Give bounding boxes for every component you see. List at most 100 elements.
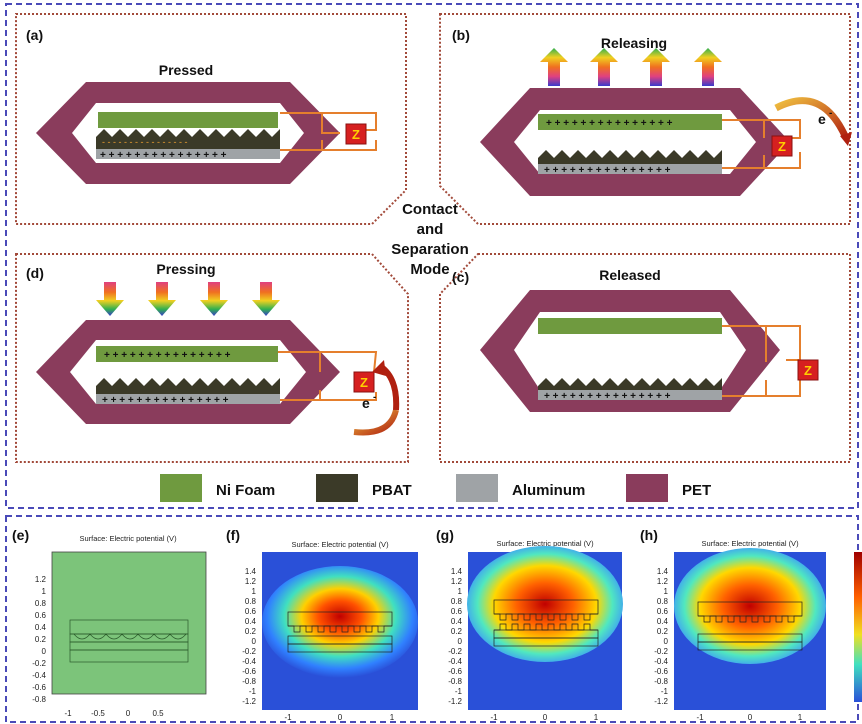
legend-swatch-aluminum: [456, 474, 498, 502]
x-tick: 0.5: [152, 709, 164, 718]
y-tick: 1.4: [245, 567, 257, 576]
panel-d-current-arc-low: [353, 409, 399, 436]
panel-a: (a) Pressed - - - - - - - - - - - - - - …: [26, 27, 377, 184]
y-tick: -0.4: [32, 671, 46, 680]
svg-text:+ + + + + + + + + + + + + + +: + + + + + + + + + + + + + + +: [544, 391, 671, 402]
y-tick: -0.2: [654, 647, 668, 656]
up-arrow-icon: [540, 48, 568, 86]
panel-c-pbat-teeth: [538, 378, 722, 388]
legend-label-aluminum: Aluminum: [512, 482, 585, 499]
legend-label-ni-foam: Ni Foam: [216, 482, 275, 499]
x-tick: 1: [798, 713, 803, 722]
sim-panel-e: (e) Surface: Electric potential (V) 1.2 …: [12, 527, 207, 718]
legend-label-pet: PET: [682, 482, 711, 499]
x-tick: 0: [126, 709, 131, 718]
sim-g-device-outline: [493, 599, 599, 647]
legend-swatch-ni-foam: [160, 474, 202, 502]
legend: Ni Foam PBAT Aluminum PET: [160, 474, 711, 502]
panel-a-pbat-teeth: [96, 129, 280, 139]
sim-h-potential-field: [674, 548, 826, 664]
y-tick: -0.2: [242, 647, 256, 656]
y-tick: 0.4: [245, 617, 257, 626]
y-tick: 1.2: [657, 577, 669, 586]
y-tick: 0.4: [35, 623, 47, 632]
panel-a-aluminum: [96, 149, 280, 159]
y-tick: 0: [664, 637, 669, 646]
y-tick: 0.2: [451, 627, 463, 636]
sim-h-colorbar: [854, 552, 862, 702]
sim-e-x-ticks: -1 -0.5 0 0.5: [64, 709, 164, 718]
panel-b-plus-charges: + + + + + + + + + + + + + + +: [544, 165, 671, 176]
y-tick: -1.2: [654, 697, 668, 706]
y-tick: 0.8: [245, 597, 257, 606]
y-tick: -1: [249, 687, 257, 696]
panel-d-plus-charges: + + + + + + + + + + + + + + +: [102, 395, 229, 406]
y-tick: 0.2: [245, 627, 257, 636]
panel-a-pet-frame: [36, 82, 340, 184]
y-tick: -0.8: [242, 677, 256, 686]
x-tick: -1: [284, 713, 292, 722]
svg-text:+ + + + + + + + + + + + + + +: + + + + + + + + + + + + + + +: [102, 395, 229, 406]
panel-a-load-label: Z: [352, 127, 360, 142]
center-label-line-1: Contact: [402, 201, 458, 218]
x-tick: 0: [748, 713, 753, 722]
sim-f-letter: (f): [226, 527, 240, 543]
panel-d-aluminum: [96, 394, 280, 404]
y-tick: 1.4: [451, 567, 463, 576]
center-mode-label: Contact and Separation Mode: [391, 201, 469, 278]
panel-b-aluminum: [538, 164, 722, 174]
panel-b-pet-frame: [480, 88, 790, 196]
sim-g-potential-field: [467, 546, 623, 662]
y-tick: -0.8: [654, 677, 668, 686]
arrowhead-icon: [840, 132, 852, 146]
panel-b-electron-sign: -: [829, 108, 832, 119]
panel-b-foam-charges: + + + + + + + + + + + + + + +: [546, 118, 673, 129]
panel-d-foam-charges: + + + + + + + + + + + + + + +: [104, 350, 231, 361]
svg-text:+ + + + + + + + + + + + + + +: + + + + + + + + + + + + + + +: [104, 350, 231, 361]
y-tick: 0.6: [657, 607, 669, 616]
panel-b-electron: e: [818, 111, 826, 127]
sim-h-x-ticks: -1 0 1: [696, 713, 802, 722]
up-arrow-icon: [694, 48, 722, 86]
panel-a-plus-charges: + + + + + + + + + + + + + + +: [100, 150, 227, 161]
sim-e-letter: (e): [12, 527, 29, 543]
panel-a-border: [15, 13, 407, 225]
sim-g-title: Surface: Electric potential (V): [496, 539, 594, 548]
x-tick: -1: [490, 713, 498, 722]
y-tick: 0.6: [451, 607, 463, 616]
sim-g-x-ticks: -1 0 1: [490, 713, 598, 722]
panel-b-load-label: Z: [778, 139, 786, 154]
y-tick: -1: [661, 687, 669, 696]
panel-b-title: Releasing: [601, 35, 667, 51]
panel-b-ni-foam: [538, 114, 722, 130]
panel-c-aluminum: [538, 390, 722, 400]
svg-text:- - - - - - - - - -: - - - - - - - - - - - - - - - -: [102, 137, 187, 147]
y-tick: -0.4: [242, 657, 256, 666]
legend-label-pbat: PBAT: [372, 482, 412, 499]
panel-d-border: [15, 253, 409, 463]
panel-c-ni-foam: [538, 318, 722, 334]
up-arrow-icon: [590, 48, 618, 86]
panel-b-pbat-teeth: [538, 150, 722, 160]
panel-c-border: [439, 253, 851, 463]
sim-f-device-outline: [287, 611, 393, 653]
sim-e-plot-area: [51, 551, 207, 695]
y-tick: -0.2: [32, 659, 46, 668]
panel-c: (c) Released + + + + + + + + + + + + + +…: [452, 267, 819, 412]
panel-b-pbat: [538, 158, 722, 164]
y-tick: 0.2: [35, 635, 47, 644]
panel-d-press-arrows: [96, 282, 280, 316]
y-tick: 1: [42, 587, 47, 596]
panel-b-current-arc: [774, 97, 850, 140]
x-tick: -1: [696, 713, 704, 722]
y-tick: 1: [458, 587, 463, 596]
y-tick: -0.6: [654, 667, 668, 676]
down-arrow-icon: [252, 282, 280, 316]
y-tick: -0.4: [654, 657, 668, 666]
sim-f-x-ticks: -1 0 1: [284, 713, 394, 722]
panel-d-electron-sign: -: [373, 392, 376, 403]
y-tick: 0: [458, 637, 463, 646]
sim-h-letter: (h): [640, 527, 658, 543]
panel-c-letter: (c): [452, 269, 469, 285]
y-tick: 1: [664, 587, 669, 596]
